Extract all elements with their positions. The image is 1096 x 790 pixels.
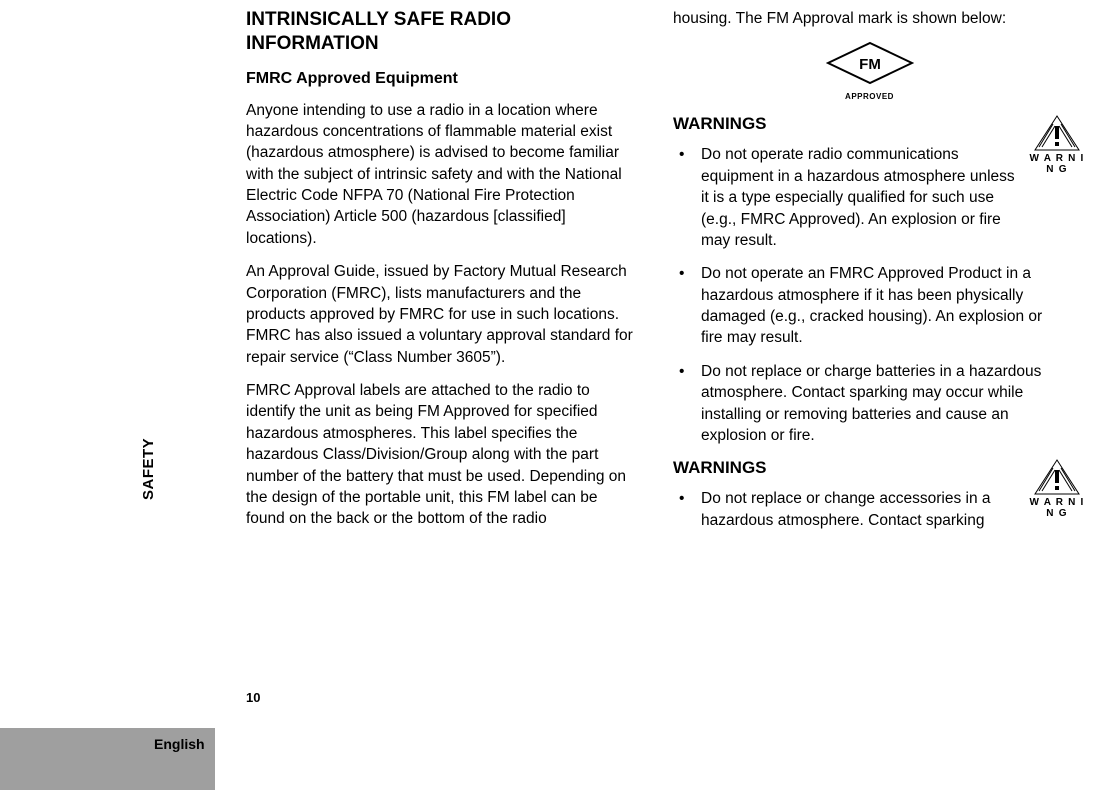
language-label: English: [154, 736, 205, 752]
warnings-block-2: WARNINGS W A R N I N G Do not replace or…: [673, 458, 1066, 531]
warnings-heading: WARNINGS: [673, 458, 1066, 478]
main-content: INTRINSICALLY SAFE RADIO INFORMATION FMR…: [246, 8, 1066, 543]
paragraph: FMRC Approval labels are attached to the…: [246, 380, 639, 530]
paragraph: Anyone intending to use a radio in a loc…: [246, 100, 639, 250]
column-right: housing. The FM Approval mark is shown b…: [673, 8, 1066, 543]
warnings-heading: WARNINGS: [673, 114, 1066, 134]
warnings-list: Do not replace or change accessories in …: [673, 488, 1066, 531]
section-label-vertical: SAFETY: [140, 438, 157, 500]
list-item: Do not replace or charge batteries in a …: [673, 361, 1066, 447]
fm-approval-mark: FM APPROVED: [673, 41, 1066, 104]
list-item: Do not operate radio communications equi…: [673, 144, 1066, 251]
svg-text:FM: FM: [859, 56, 881, 73]
subtitle: FMRC Approved Equipment: [246, 70, 639, 88]
sidebar: SAFETY English: [0, 0, 215, 790]
fm-diamond-icon: FM: [826, 41, 914, 85]
list-item: Do not operate an FMRC Approved Product …: [673, 263, 1066, 349]
paragraph-continuation: housing. The FM Approval mark is shown b…: [673, 8, 1066, 29]
list-item: Do not replace or change accessories in …: [673, 488, 1066, 531]
column-left: INTRINSICALLY SAFE RADIO INFORMATION FMR…: [246, 8, 639, 543]
paragraph: An Approval Guide, issued by Factory Mut…: [246, 261, 639, 368]
warnings-block-1: WARNINGS W A R N I N G Do not operate ra…: [673, 114, 1066, 446]
warnings-list: Do not operate radio communications equi…: [673, 144, 1066, 446]
page-number: 10: [246, 690, 260, 705]
fm-approved-text: APPROVED: [826, 92, 914, 101]
main-title: INTRINSICALLY SAFE RADIO INFORMATION: [246, 8, 639, 56]
